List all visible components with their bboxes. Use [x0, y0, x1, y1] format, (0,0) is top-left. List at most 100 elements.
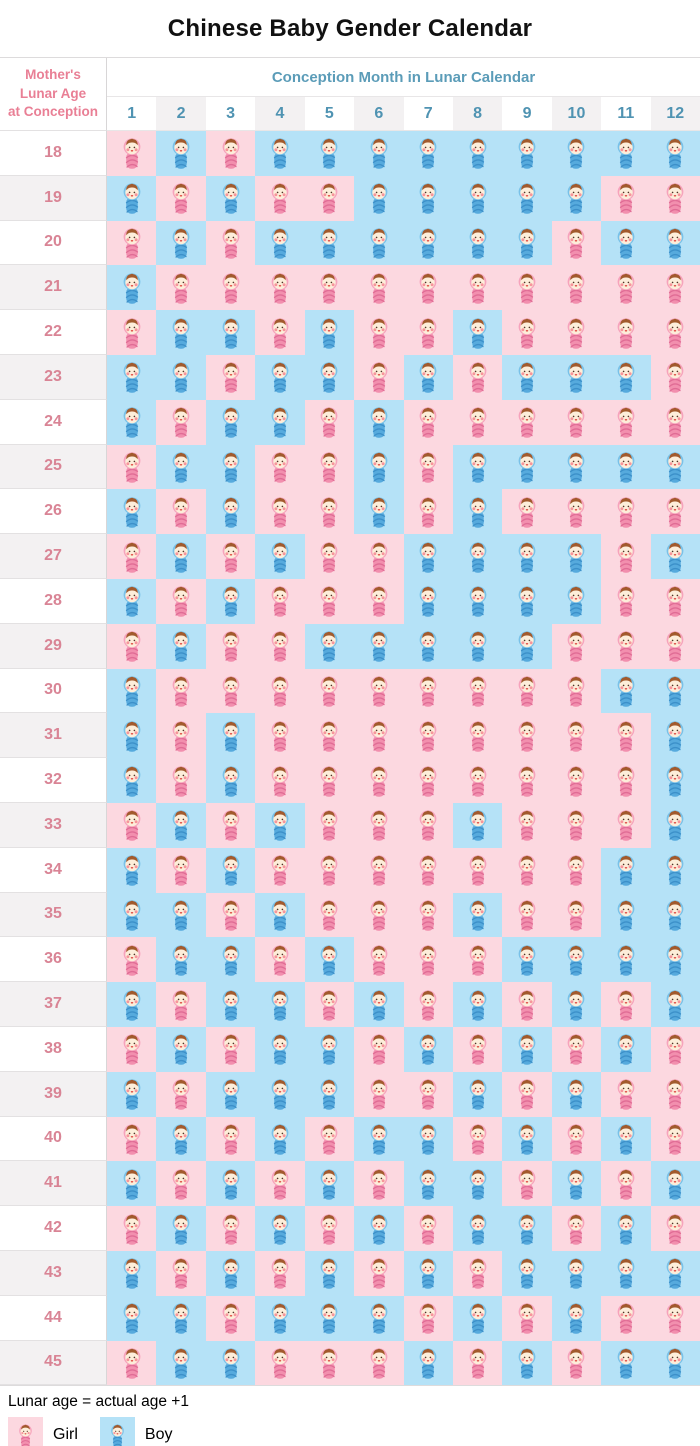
gender-cell-girl [551, 847, 602, 893]
legend-label-girl: Girl [53, 1426, 78, 1444]
gender-cell-boy [650, 131, 700, 176]
gender-cell-girl [601, 802, 651, 848]
gender-cell-boy [650, 1250, 700, 1296]
gender-cell-girl [601, 399, 651, 445]
baby-girl-icon [562, 716, 590, 756]
baby-boy-icon [464, 447, 492, 487]
gender-cell-boy [205, 847, 256, 893]
baby-boy-icon [661, 537, 689, 577]
baby-boy-icon [217, 581, 245, 621]
gender-cell-girl [403, 802, 453, 848]
gender-cell-boy [354, 982, 404, 1027]
baby-girl-icon [315, 447, 343, 487]
baby-boy-icon [464, 626, 492, 666]
baby-boy-icon [118, 268, 146, 308]
baby-boy-icon [217, 1343, 245, 1383]
gender-cell-boy [551, 1071, 602, 1117]
age-label: 43 [0, 1250, 107, 1296]
gender-cell-girl [156, 1250, 206, 1296]
gender-cell-girl [156, 1071, 206, 1117]
gender-cell-boy [354, 399, 404, 445]
gender-cell-girl [156, 713, 206, 759]
gender-cell-girl [452, 937, 503, 983]
gender-cell-girl [551, 802, 602, 848]
baby-girl-icon [167, 268, 195, 308]
baby-girl-icon [266, 178, 294, 218]
baby-boy-icon [464, 1164, 492, 1204]
gender-cell-girl [107, 623, 157, 669]
gender-cell-boy [452, 534, 503, 579]
gender-cell-girl [403, 982, 453, 1027]
baby-girl-icon [513, 1298, 541, 1338]
gender-cell-boy [255, 982, 305, 1027]
baby-boy-icon [513, 1029, 541, 1069]
gender-cell-girl [403, 847, 453, 893]
baby-boy-icon [513, 940, 541, 980]
baby-girl-icon [513, 313, 541, 353]
age-label: 21 [0, 265, 107, 311]
gender-cell-boy [205, 937, 256, 983]
age-label: 18 [0, 131, 107, 176]
gender-cell-boy [107, 175, 157, 221]
gender-cell-boy [107, 982, 157, 1027]
baby-girl-icon [315, 671, 343, 711]
baby-girl-icon [266, 626, 294, 666]
baby-boy-icon [612, 1119, 640, 1159]
baby-boy-icon [118, 716, 146, 756]
gender-cell-girl [650, 399, 700, 445]
baby-girl-icon [315, 895, 343, 935]
baby-girl-icon [217, 268, 245, 308]
gender-cell-girl [354, 802, 404, 848]
baby-boy-icon [315, 1253, 343, 1293]
gender-cell-boy [650, 847, 700, 893]
baby-boy-icon [217, 492, 245, 532]
gender-cell-boy [205, 444, 256, 490]
gender-cell-girl [650, 175, 700, 221]
baby-boy-icon [513, 357, 541, 397]
gender-cell-girl [650, 310, 700, 355]
baby-boy-icon [118, 1298, 146, 1338]
baby-girl-icon [414, 850, 442, 890]
gender-cell-boy [452, 578, 503, 624]
gender-cell-girl [107, 131, 157, 176]
gender-cell-girl [107, 802, 157, 848]
baby-boy-icon [266, 357, 294, 397]
gender-cell-boy [205, 758, 256, 803]
gender-cell-boy [107, 668, 157, 714]
gender-cell-girl [107, 1340, 157, 1386]
baby-girl-icon [365, 581, 393, 621]
gender-cell-boy [551, 982, 602, 1027]
baby-girl-icon [118, 1343, 146, 1383]
gender-cell-girl [255, 758, 305, 803]
month-header: 4 [255, 97, 305, 131]
gender-cell-boy [601, 1116, 651, 1162]
gender-cell-boy [205, 1071, 256, 1117]
gender-cell-girl [205, 892, 256, 938]
baby-boy-icon [414, 537, 442, 577]
gender-cell-boy [551, 1250, 602, 1296]
baby-girl-icon [315, 402, 343, 442]
gender-cell-boy [205, 489, 256, 535]
baby-girl-icon [118, 537, 146, 577]
baby-boy-icon [167, 940, 195, 980]
gender-cell-boy [156, 1116, 206, 1162]
gender-cell-girl [205, 131, 256, 176]
gender-cell-boy [354, 1295, 404, 1341]
baby-girl-icon [217, 671, 245, 711]
baby-girl-icon [562, 1119, 590, 1159]
baby-boy-icon [118, 1253, 146, 1293]
gender-cell-girl [205, 534, 256, 579]
gender-cell-girl [205, 668, 256, 714]
baby-girl-icon [414, 1074, 442, 1114]
gender-cell-girl [304, 758, 355, 803]
gender-cell-girl [601, 713, 651, 759]
baby-boy-icon [464, 1298, 492, 1338]
gender-cell-boy [502, 578, 552, 624]
age-label: 26 [0, 489, 107, 535]
gender-cell-girl [502, 713, 552, 759]
gender-cell-boy [156, 1206, 206, 1251]
baby-girl-icon [217, 1209, 245, 1249]
gender-cell-girl [255, 578, 305, 624]
gender-cell-girl [502, 1161, 552, 1207]
baby-girl-icon [266, 268, 294, 308]
